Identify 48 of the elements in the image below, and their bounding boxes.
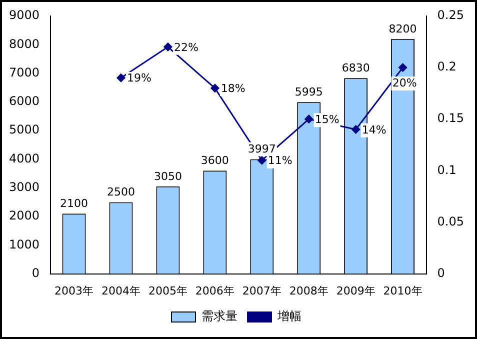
x-tick-label: 2009年	[336, 284, 376, 298]
point	[116, 74, 126, 82]
data-label: 19%	[126, 72, 152, 85]
y2-tick-label: 0.15	[437, 111, 464, 126]
legend-label: 增幅	[276, 309, 302, 324]
y2-tick-label: 0.25	[437, 8, 464, 22]
y-tick-label: 8000	[8, 36, 40, 51]
x-tick-label: 2008年	[289, 284, 328, 298]
y-tick-label: 4000	[8, 151, 40, 166]
data-label: 3050	[154, 170, 182, 183]
y-tick-label: 3000	[8, 180, 40, 194]
x-tick-label: 2003年	[54, 284, 94, 298]
y-tick-label: 9000	[8, 8, 40, 22]
data-label: 6830	[342, 62, 370, 75]
data-label: 15%	[314, 112, 340, 126]
y-tick-label: 5000	[8, 122, 40, 137]
y-tick-label: 7000	[8, 65, 40, 80]
data-label: 20%	[392, 76, 417, 90]
y-tick-label: 2000	[8, 208, 40, 223]
x-tick-label: 2006年	[195, 284, 234, 298]
point	[398, 63, 408, 72]
data-label: 3600	[200, 154, 229, 168]
data-label: 3997	[248, 142, 276, 156]
y-tick-label: 0	[32, 266, 40, 280]
point	[164, 42, 172, 52]
point	[352, 125, 360, 134]
x-tick-label: 2004年	[101, 284, 140, 298]
data-label: 22%	[174, 40, 198, 54]
y-tick-label: 6000	[8, 94, 40, 108]
point	[258, 156, 266, 165]
legend-label: 需求量	[202, 309, 238, 324]
data-label: 2100	[60, 197, 88, 210]
y2-tick-label: 0.05	[437, 214, 464, 228]
y-tick-label: 1000	[8, 237, 40, 252]
data-label: 5995	[294, 85, 323, 98]
y2-tick-label: 0.2	[437, 60, 456, 74]
data-label: 14%	[362, 123, 386, 136]
x-tick-label: 2010年	[383, 284, 422, 298]
data-label: 8200	[388, 22, 417, 36]
data-label: 18%	[220, 82, 246, 96]
x-tick-label: 2007年	[242, 284, 282, 298]
data-label: 11%	[268, 154, 292, 168]
point	[210, 84, 220, 92]
y2-tick-label: 0	[437, 266, 445, 280]
point	[304, 114, 314, 124]
y2-tick-label: 0.1	[437, 162, 456, 177]
x-tick-label: 2005年	[148, 284, 188, 298]
data-label: 2500	[106, 186, 135, 199]
